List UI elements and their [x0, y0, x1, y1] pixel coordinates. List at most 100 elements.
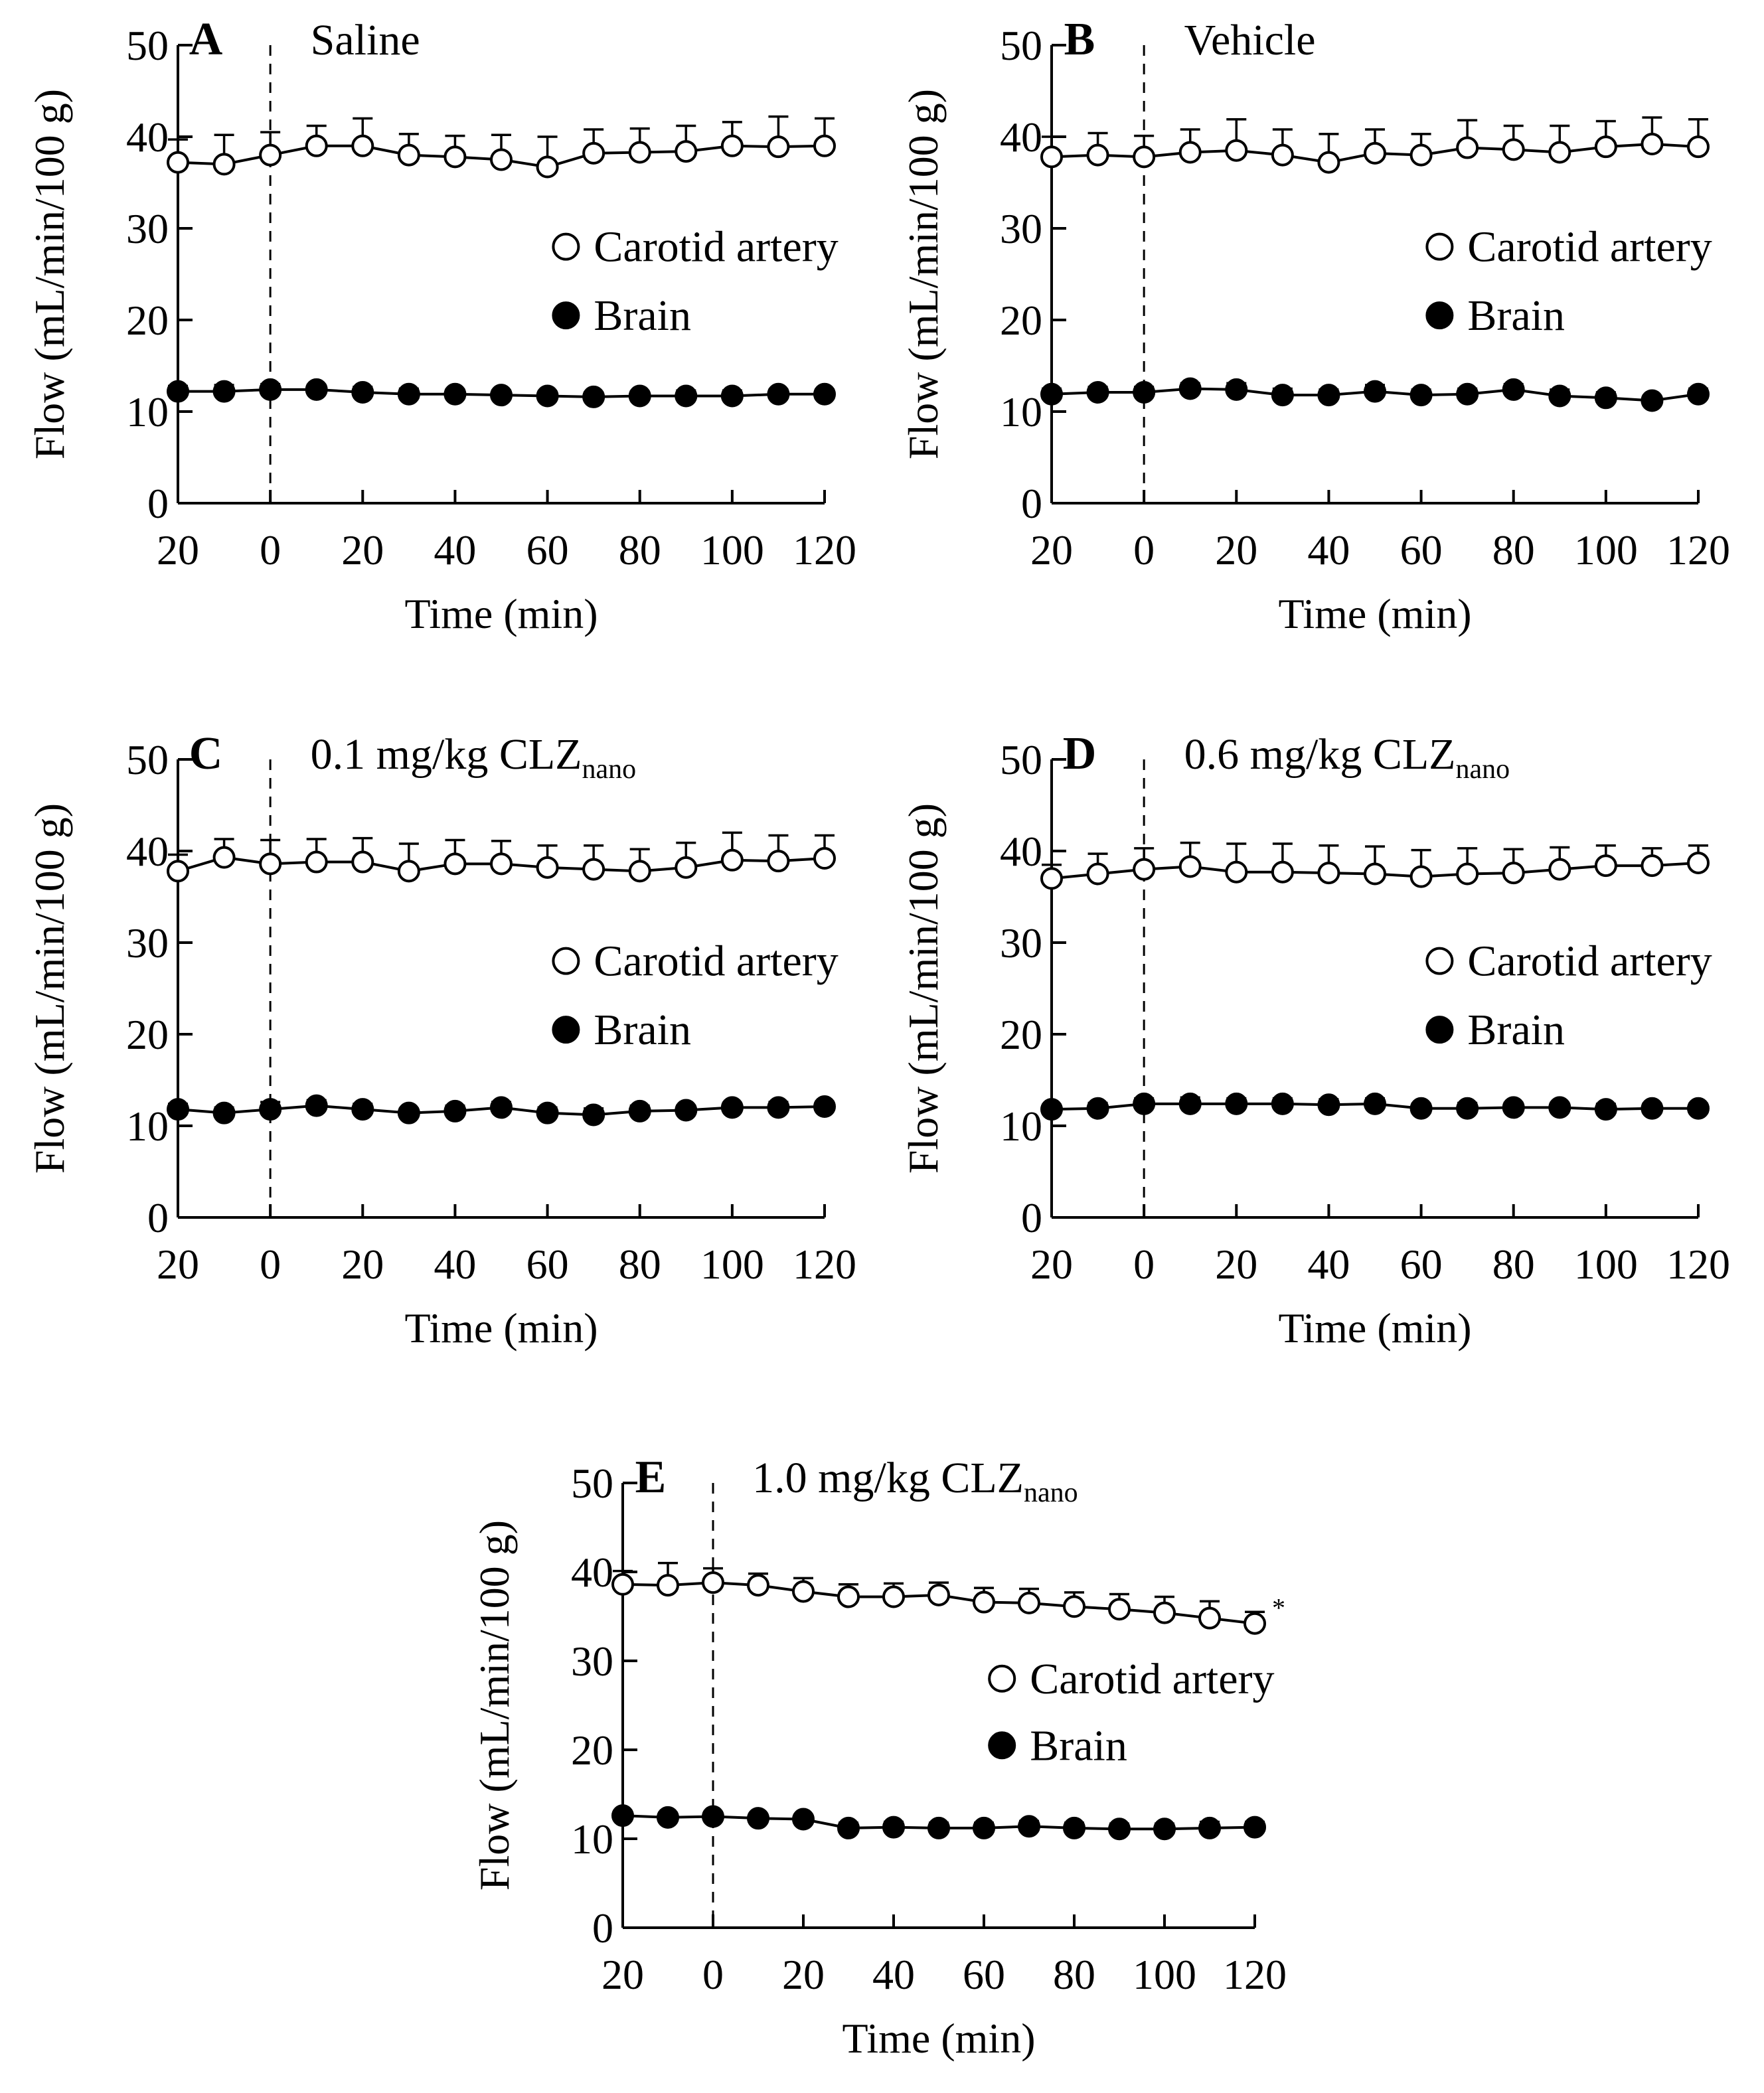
filled-circle-marker [212, 1101, 236, 1124]
legend-label-brain: Brain [1030, 1721, 1127, 1770]
filled-circle-marker [1086, 1097, 1109, 1120]
filled-circle-marker [1502, 1096, 1525, 1119]
filled-circle-marker [212, 380, 236, 403]
open-circle-marker [397, 860, 420, 883]
panel-letter: B [1064, 14, 1095, 65]
panel-letter: E [635, 1452, 667, 1503]
y-tick-label: 40 [126, 114, 169, 161]
filled-circle-marker [490, 384, 513, 407]
open-circle-marker [628, 860, 651, 883]
filled-circle-marker [1548, 1096, 1571, 1119]
open-circle-marker [1086, 862, 1109, 886]
open-circle-marker [1018, 1591, 1040, 1614]
open-circle-marker [1178, 855, 1202, 878]
x-tick-label: 120 [793, 526, 856, 574]
x-tick-label: 40 [1307, 526, 1350, 574]
panel-letter: C [189, 728, 223, 779]
legend-open-circle-icon [552, 232, 580, 261]
open-circle-marker [1153, 1601, 1176, 1624]
open-circle-marker [351, 134, 374, 157]
open-circle-marker [1687, 851, 1710, 874]
x-axis-title: Time (min) [842, 2015, 1036, 2062]
x-tick-label: 80 [1492, 526, 1535, 574]
x-tick-label: 20 [601, 1951, 644, 1998]
filled-circle-marker [1594, 386, 1617, 410]
filled-circle-marker [657, 1806, 679, 1829]
open-circle-marker [1133, 145, 1156, 169]
open-circle-marker [813, 134, 836, 157]
x-tick-label: 80 [1492, 1241, 1535, 1288]
filled-circle-marker [305, 378, 328, 401]
open-circle-marker [1548, 141, 1571, 164]
x-tick-label: 120 [1223, 1951, 1287, 1998]
filled-circle-marker [1548, 384, 1571, 408]
series-carotid-artery [167, 115, 836, 179]
open-circle-marker [792, 1580, 815, 1603]
open-circle-marker [1040, 867, 1063, 890]
open-circle-marker [1243, 1612, 1266, 1635]
x-tick-label: 80 [619, 1241, 661, 1288]
filled-circle-marker [1108, 1818, 1131, 1841]
panel-title: 0.6 mg/kg CLZnano [1184, 730, 1510, 785]
open-circle-marker [1502, 138, 1525, 161]
open-circle-marker [1271, 860, 1294, 884]
filled-circle-marker [167, 1098, 189, 1121]
x-tick-label: 60 [526, 1241, 569, 1288]
x-tick-label: 60 [526, 526, 569, 574]
open-circle-marker [536, 856, 559, 879]
filled-circle-marker [536, 384, 559, 408]
open-circle-marker [628, 141, 651, 164]
y-tick-label: 50 [1000, 22, 1042, 69]
open-circle-marker [1198, 1606, 1221, 1630]
filled-circle-marker [792, 1808, 815, 1831]
y-axis-title: Flow (mL/min/100 g) [26, 89, 73, 459]
filled-circle-marker [1153, 1818, 1176, 1841]
x-axis-title: Time (min) [405, 1304, 598, 1352]
filled-circle-marker [490, 1096, 513, 1119]
filled-circle-marker [1641, 1097, 1664, 1120]
open-circle-marker [1108, 1598, 1131, 1621]
filled-circle-marker [443, 382, 467, 406]
filled-circle-marker [1133, 1092, 1156, 1115]
x-tick-label: 120 [1666, 526, 1730, 574]
x-tick-label: 20 [157, 1241, 199, 1288]
series-carotid-artery [1040, 116, 1710, 174]
filled-circle-marker [1594, 1098, 1617, 1121]
open-circle-marker [397, 143, 420, 167]
legend-label-brain: Brain [1467, 291, 1565, 340]
panel-title-subscript: nano [1024, 1478, 1078, 1508]
filled-circle-marker [1271, 384, 1294, 407]
open-circle-marker [1641, 133, 1664, 156]
open-circle-marker [1178, 141, 1202, 164]
filled-circle-marker [1364, 1092, 1386, 1115]
open-circle-marker [837, 1585, 860, 1608]
filled-circle-marker [1456, 382, 1479, 406]
open-circle-marker [167, 151, 189, 174]
filled-circle-marker [397, 1101, 420, 1124]
y-axis-title: Flow (mL/min/100 g) [900, 803, 947, 1174]
open-circle-marker [1317, 151, 1340, 174]
legend-filled-circle-icon [988, 1731, 1016, 1760]
open-circle-marker [1548, 858, 1571, 881]
filled-circle-marker [611, 1804, 634, 1827]
open-circle-marker [720, 134, 744, 157]
open-circle-marker [702, 1571, 724, 1594]
legend-filled-circle-icon [1425, 1016, 1454, 1044]
y-tick-label: 20 [571, 1727, 613, 1774]
y-tick-label: 10 [1000, 1103, 1042, 1150]
panel-letter: A [189, 14, 223, 65]
x-tick-label: 20 [782, 1951, 825, 1998]
open-circle-marker [259, 852, 282, 876]
filled-circle-marker [1456, 1097, 1479, 1120]
x-axis-title: Time (min) [1279, 590, 1472, 637]
x-tick-label: 20 [1030, 1241, 1073, 1288]
y-tick-label: 50 [571, 1460, 613, 1507]
open-circle-marker [212, 153, 236, 176]
panel-title: Vehicle [1184, 16, 1316, 64]
filled-circle-marker [1641, 389, 1664, 412]
filled-circle-marker [1178, 1092, 1202, 1115]
series-carotid-artery [167, 831, 836, 883]
legend-open-circle-icon [988, 1664, 1016, 1693]
